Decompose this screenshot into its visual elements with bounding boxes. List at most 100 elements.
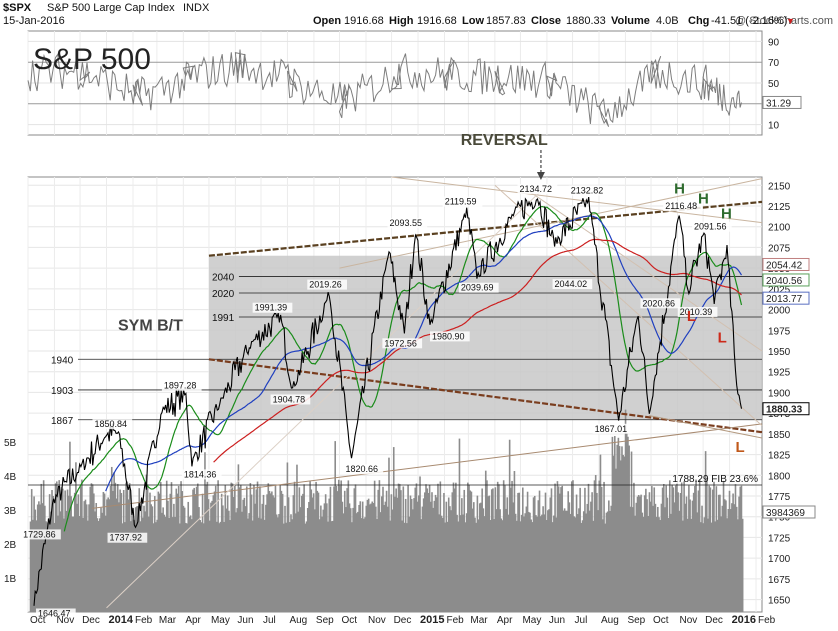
volume-bar (609, 510, 611, 612)
volume-bar (112, 490, 114, 612)
volume-bar (728, 490, 731, 612)
volume-bar (377, 489, 380, 612)
volume-bar (386, 506, 389, 612)
price-label: 1980.90 (432, 331, 465, 341)
volume-bar (118, 502, 120, 612)
volume-bar (257, 517, 260, 612)
price-tick-label: 1825 (768, 451, 791, 462)
x-tick-label: Sep (627, 615, 645, 626)
volume-bar (384, 501, 387, 612)
volume-bar (686, 518, 689, 612)
volume-bar (476, 495, 479, 612)
volume-bar (365, 505, 368, 612)
volume-bar (224, 485, 227, 612)
volume-bar (406, 523, 408, 612)
volume-bar (253, 484, 255, 612)
volume-bar (662, 484, 665, 612)
volume-bar (529, 512, 531, 612)
volume-bar (250, 494, 253, 612)
volume-bar (45, 521, 47, 612)
volume-bar (548, 509, 550, 612)
volume-bar (61, 488, 64, 612)
volume-bar (169, 493, 172, 612)
volume-bar (400, 490, 402, 612)
volume-bar (175, 488, 178, 612)
volume-bar (128, 483, 131, 612)
volume-bar (435, 497, 438, 612)
index-name: S&P 500 Large Cap Index (47, 2, 175, 14)
volume-bar (327, 521, 329, 612)
price-label-bg (663, 201, 703, 212)
volume-bar (285, 522, 288, 612)
volume-bar (576, 514, 579, 612)
volume-bar (398, 484, 401, 612)
volume-bar (729, 509, 732, 612)
volume-bar (248, 513, 250, 612)
x-tick-label: Dec (705, 615, 723, 626)
price-tick-label: 2100 (768, 223, 791, 234)
volume-bar (207, 499, 210, 612)
volume-bar (106, 499, 108, 612)
volume-bar (660, 503, 663, 612)
volume-bar (636, 496, 639, 612)
volume-bar (688, 485, 690, 612)
volume-bar (666, 497, 669, 612)
volume-bar (168, 517, 170, 612)
volume-bar (171, 517, 174, 612)
volume-bar (369, 504, 371, 612)
volume-bar (48, 494, 51, 612)
price-tick-label: 2125 (768, 202, 791, 213)
volume-bar (637, 495, 640, 612)
volume-value: 4.0B (656, 15, 679, 27)
volume-bar (694, 486, 696, 612)
volume-bar (284, 505, 286, 612)
volume-bar (78, 516, 81, 612)
volume-bar (447, 497, 450, 612)
volume-bar (680, 482, 683, 612)
volume-bar (569, 513, 572, 612)
volume-bar (212, 495, 215, 612)
volume-bar (673, 502, 676, 612)
volume-bar (230, 482, 233, 612)
volume-bar (84, 499, 87, 612)
volume-bar (624, 409, 627, 612)
volume-bar (52, 495, 55, 612)
volume-bar (492, 488, 494, 612)
volume-bar (220, 493, 223, 612)
volume-bar (404, 498, 407, 612)
volume-bar (512, 502, 515, 612)
volume-bar (412, 509, 414, 612)
volume-bar (517, 492, 519, 612)
volume-bar (622, 455, 624, 612)
volume-bar (77, 494, 80, 612)
volume-bar (183, 507, 186, 612)
volume-bar (309, 481, 311, 612)
volume-bar (495, 509, 498, 612)
volume-bar (734, 484, 737, 612)
volume-bar (381, 496, 383, 612)
trendlines (91, 176, 763, 609)
volume-bar (260, 518, 262, 612)
volume-bar (510, 487, 512, 612)
volume-bar (428, 484, 431, 612)
volume-bar (53, 522, 56, 612)
volume-bar (87, 520, 89, 612)
volume-bar (164, 516, 167, 612)
volume-bar (267, 483, 270, 612)
volume-bar (240, 484, 242, 612)
volume-bar (670, 513, 672, 612)
volume-bar (254, 503, 256, 612)
l-marker: L (718, 330, 727, 347)
volume-bar (195, 486, 198, 612)
volume-bar (608, 500, 610, 612)
volume-bar (271, 491, 273, 612)
volume-tick-label: 2B (4, 540, 17, 551)
upper-trendline (208, 200, 763, 257)
level-label: 1903 (51, 386, 74, 397)
volume-bar (322, 509, 325, 612)
volume-bar (315, 481, 317, 612)
volume-bar (424, 492, 426, 612)
volume-bar (167, 500, 169, 612)
volume-bar (306, 508, 309, 612)
x-tick-label: Oct (653, 615, 669, 626)
